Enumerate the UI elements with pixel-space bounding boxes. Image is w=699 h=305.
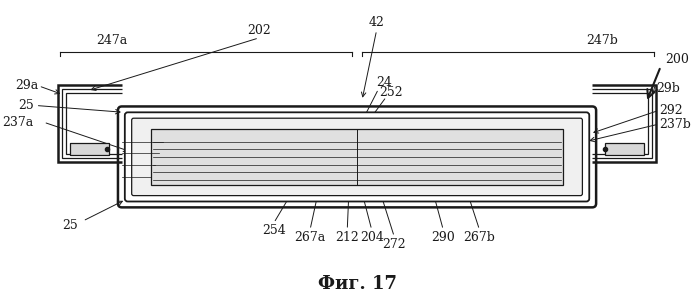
Text: Фиг. 17: Фиг. 17 xyxy=(317,275,396,293)
FancyBboxPatch shape xyxy=(125,112,589,202)
Bar xyxy=(70,143,109,155)
FancyBboxPatch shape xyxy=(118,106,596,207)
Text: 25: 25 xyxy=(62,218,78,231)
Text: 272: 272 xyxy=(382,238,406,251)
FancyBboxPatch shape xyxy=(131,118,582,196)
Text: 24: 24 xyxy=(377,77,392,89)
Text: 252: 252 xyxy=(380,86,403,99)
Text: 237b: 237b xyxy=(659,118,691,131)
Text: 25: 25 xyxy=(18,99,34,112)
Text: 254: 254 xyxy=(262,224,286,237)
Text: 212: 212 xyxy=(336,231,359,244)
Text: 247a: 247a xyxy=(96,34,128,47)
Text: 202: 202 xyxy=(247,23,271,37)
Text: 29a: 29a xyxy=(15,79,38,92)
Text: 42: 42 xyxy=(368,16,384,29)
Text: 204: 204 xyxy=(360,231,384,244)
Text: 267a: 267a xyxy=(294,231,326,244)
Text: 247b: 247b xyxy=(586,34,618,47)
Text: 292: 292 xyxy=(659,104,682,117)
Bar xyxy=(605,143,644,155)
Text: 200: 200 xyxy=(665,53,689,66)
Bar xyxy=(70,143,109,155)
Text: 29b: 29b xyxy=(656,82,679,95)
Text: 237a: 237a xyxy=(3,116,34,129)
Text: 267b: 267b xyxy=(463,231,496,244)
Text: 290: 290 xyxy=(431,231,455,244)
Bar xyxy=(151,129,563,185)
